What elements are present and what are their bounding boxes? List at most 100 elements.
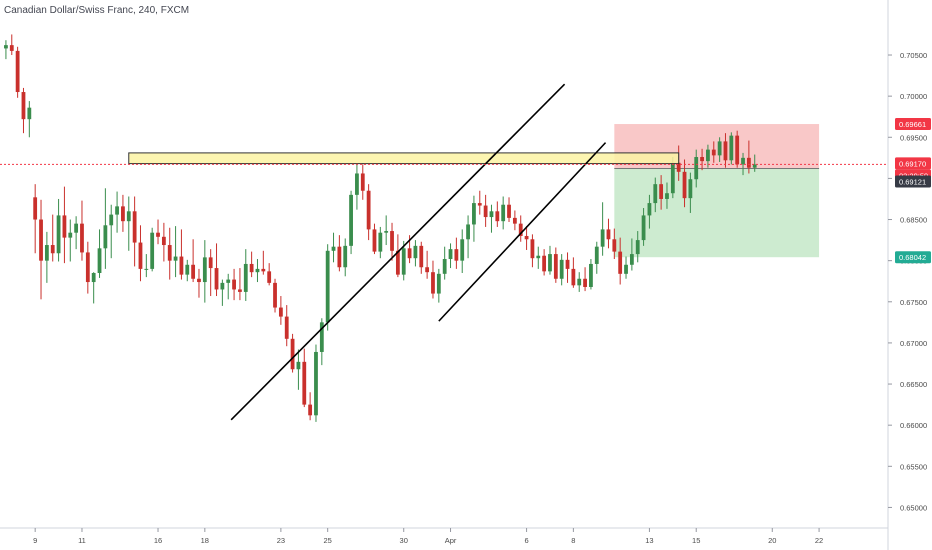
candle-body — [33, 197, 38, 220]
candle-down — [284, 305, 289, 347]
candle-body — [606, 229, 611, 240]
candle-body — [571, 268, 576, 286]
candle-down — [80, 200, 84, 261]
candle-down — [132, 196, 137, 267]
candle-body — [21, 92, 26, 120]
candle-body — [495, 211, 500, 222]
time-tick-label: 13 — [645, 536, 653, 545]
candle-down — [249, 251, 254, 278]
candle-body — [624, 264, 628, 274]
chart-title: Canadian Dollar/Swiss Franc, 240, FXCM — [4, 5, 190, 16]
candle-up — [448, 243, 453, 269]
candle-down — [273, 278, 277, 313]
candle-body — [653, 184, 658, 204]
candle-body — [115, 206, 119, 215]
candle-down — [267, 263, 272, 286]
candle-body — [589, 263, 593, 287]
candle-body — [296, 361, 301, 370]
candle-body — [659, 184, 664, 199]
candle-down — [156, 219, 160, 245]
stop-target-badge: 0.68042 — [895, 251, 931, 264]
entry-price-badge-bg — [895, 175, 931, 188]
candle-down — [454, 237, 459, 269]
take-profit-badge-text: 0.69661 — [899, 120, 926, 129]
candle-up — [600, 202, 605, 256]
candle-down — [161, 222, 166, 262]
candle-body — [612, 239, 617, 252]
candle-body — [676, 162, 681, 172]
candle-down — [553, 247, 558, 283]
candle-down — [507, 197, 511, 222]
take-profit-badge: 0.69661 — [895, 118, 931, 131]
candle-body — [85, 252, 90, 283]
channel-lower-trendline — [230, 83, 566, 421]
candle-body — [191, 264, 196, 279]
candle-down — [512, 210, 517, 231]
candle-body — [466, 224, 470, 240]
price-tick-label: 0.67000 — [900, 339, 927, 348]
candle-up — [44, 231, 49, 283]
candle-body — [132, 211, 137, 243]
candle-down — [612, 228, 617, 260]
candle-down — [50, 214, 55, 262]
candle-body — [197, 278, 201, 283]
candle-body — [489, 211, 494, 218]
candle-body — [355, 173, 359, 195]
candle-body — [530, 239, 535, 259]
candle-up — [717, 137, 722, 162]
candle-body — [126, 211, 131, 222]
time-axis[interactable]: 9 11 16 18 23 25 30 Apr 6 8 13 15 20 22 — [33, 528, 823, 545]
candle-down — [495, 201, 500, 227]
candle-up — [27, 101, 32, 138]
candle-up — [489, 204, 494, 233]
candle-body — [735, 135, 740, 165]
candle-body — [682, 171, 687, 199]
candle-body — [308, 404, 313, 416]
candle-body — [577, 278, 582, 286]
candle-body — [507, 204, 511, 218]
candle-body — [349, 194, 353, 246]
candle-body — [366, 190, 371, 230]
candle-body — [156, 232, 160, 237]
candle-body — [670, 162, 675, 194]
candle-body — [723, 141, 728, 161]
candle-up — [243, 249, 248, 301]
candle-up — [126, 196, 131, 251]
candle-up — [103, 188, 108, 269]
candle-down — [483, 194, 488, 227]
candle-body — [302, 361, 307, 405]
candle-down — [197, 268, 201, 298]
candle-body — [378, 232, 383, 252]
candle-down — [337, 235, 342, 272]
candle-up — [144, 254, 149, 278]
price-tick-label: 0.65500 — [900, 462, 927, 471]
entry-price-badge: 0.69121 — [895, 175, 931, 188]
price-tick-label: 0.68500 — [900, 216, 927, 225]
candle-body — [752, 164, 757, 168]
candle-down — [565, 252, 570, 283]
candle-up — [741, 152, 745, 176]
candle-up — [343, 238, 348, 277]
candle-down — [524, 226, 529, 250]
candle-body — [501, 204, 506, 222]
candle-body — [711, 149, 716, 156]
candle-body — [161, 236, 166, 246]
candle-body — [401, 248, 406, 275]
time-tick-label: 8 — [571, 536, 575, 545]
candle-down — [278, 296, 283, 325]
candle-body — [238, 289, 242, 292]
candle-body — [665, 193, 669, 199]
price-tick-label: 0.66500 — [900, 380, 927, 389]
candle-up — [185, 259, 190, 282]
candle-body — [284, 316, 289, 339]
candle-body — [56, 215, 61, 254]
candle-up — [548, 245, 552, 275]
candle-body — [436, 273, 441, 294]
candle-body — [706, 149, 710, 162]
candle-up — [109, 204, 114, 259]
candle-body — [62, 215, 67, 238]
candle-body — [4, 45, 8, 49]
candle-up — [665, 182, 669, 209]
